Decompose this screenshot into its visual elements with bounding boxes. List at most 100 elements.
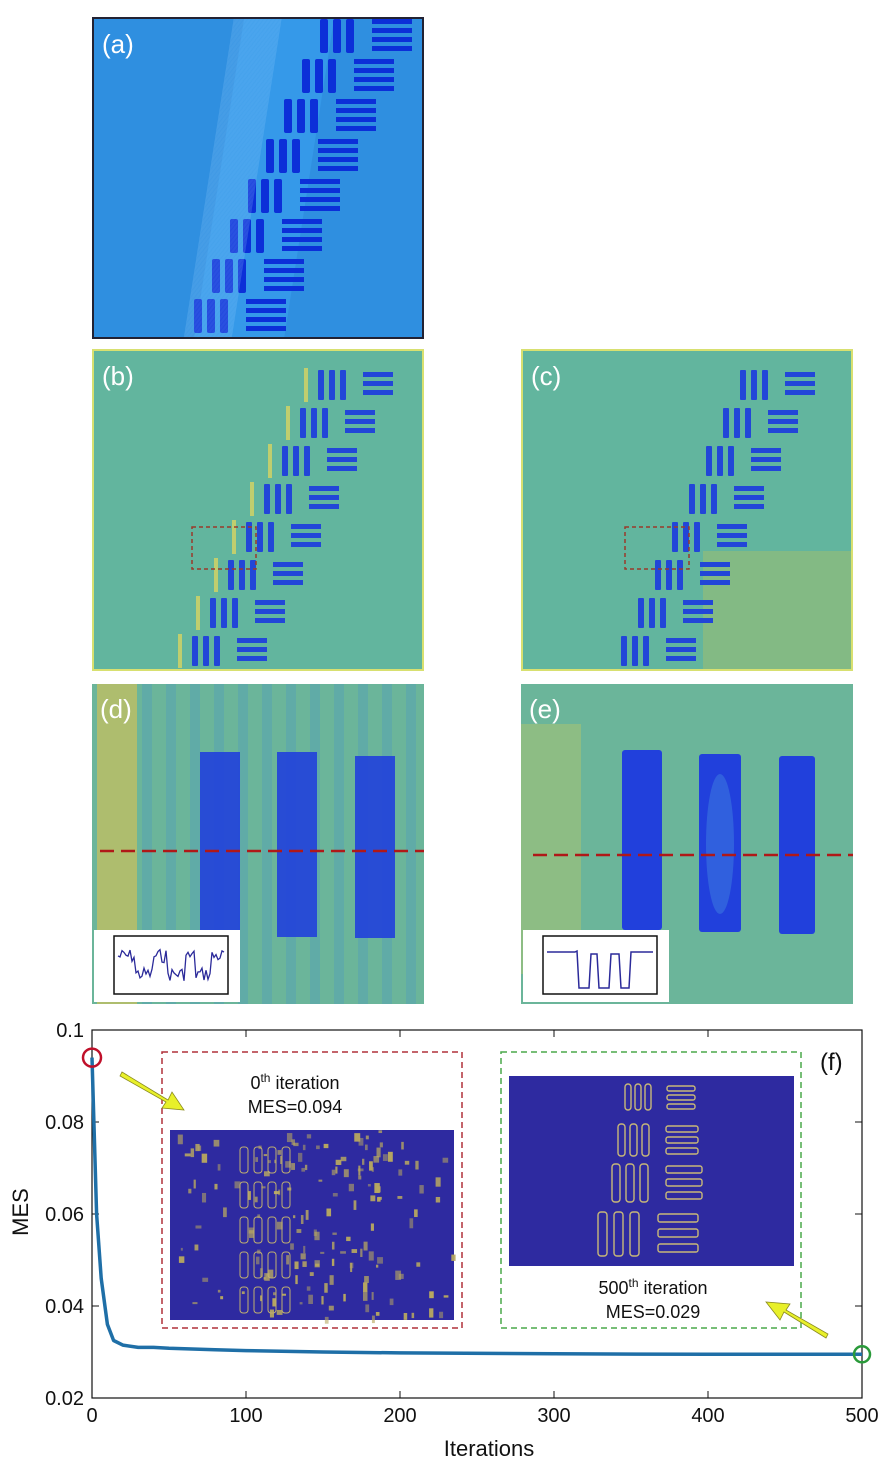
inset-0th-iteration-outline xyxy=(267,1181,277,1209)
panel-a-horizontal-bar xyxy=(354,59,394,64)
inset-0th-iteration-noise xyxy=(348,1183,355,1192)
y-tick-label: 0.1 xyxy=(56,1020,84,1042)
inset-0th-iteration-noise xyxy=(193,1179,196,1189)
panel-a-fringe xyxy=(196,19,247,337)
inset-0th-iteration-noise xyxy=(375,1311,380,1316)
panel-a-band xyxy=(194,19,334,337)
svg-b-horizontal-bar xyxy=(327,457,357,462)
y-tick-label: 0.06 xyxy=(45,1204,84,1226)
svg-c-vertical-bar xyxy=(683,522,689,552)
svg-b-vertical-bar xyxy=(300,408,306,438)
panel-a-fringe xyxy=(198,19,249,337)
inset-0th-iteration-noise xyxy=(281,1293,286,1296)
svg-c-vertical-bar xyxy=(638,598,644,628)
svg-b-vertical-bar xyxy=(228,560,234,590)
svg-b-vertical-bar xyxy=(293,446,299,476)
svg-c-horizontal-bar xyxy=(683,600,713,605)
inset-500th-iteration-vertical-outline xyxy=(644,1083,652,1111)
svg-c-vertical-bar xyxy=(740,370,746,400)
svg-b-horizontal-bar xyxy=(363,381,393,386)
panel-f-chart: 0 100 200 300 400 500 0.02 0.04 0.06 0.08 0.1 0th … xyxy=(0,1012,887,1462)
panel-a-fringe xyxy=(190,19,241,337)
panel-a-horizontal-bar xyxy=(336,108,376,113)
panel-a-vertical-bar xyxy=(274,179,282,213)
inset-0th-iteration-noise xyxy=(295,1275,298,1285)
inset-0th-iteration-noise xyxy=(259,1268,263,1277)
inset-0th-iteration-noise xyxy=(268,1269,274,1278)
svg-c-vertical-bar xyxy=(677,560,683,590)
svg-b-fringe xyxy=(250,482,254,516)
inset-0th-iteration-noise xyxy=(300,1253,306,1260)
panel-e: (e) xyxy=(521,684,853,1004)
svg-c-horizontal-bar xyxy=(700,580,730,585)
panel-a-fringe xyxy=(200,19,252,337)
inset-0th-iteration-noise xyxy=(178,1256,185,1263)
panel-a-vertical-bar xyxy=(243,219,251,253)
panel-b: (b) xyxy=(92,349,424,671)
panel-d-bar xyxy=(200,752,240,937)
inset-0th-iteration-outline xyxy=(239,1286,249,1314)
svg-b-horizontal-bar xyxy=(291,542,321,547)
panel-a-fringe xyxy=(226,19,277,337)
inset-0th-iteration-noise xyxy=(269,1309,274,1318)
inset-0th-iteration-noise xyxy=(397,1196,403,1199)
svg-b-vertical-bar xyxy=(286,484,292,514)
inset-0th-iteration-noise xyxy=(293,1215,296,1219)
svg-b-vertical-bar xyxy=(214,636,220,666)
panel-a-fringe xyxy=(213,19,264,337)
inset-0th-iteration-noise xyxy=(378,1130,383,1134)
panel-a-fringe xyxy=(211,19,262,337)
inset-0th-iteration-noise xyxy=(411,1312,415,1319)
inset-0th-iteration-noise xyxy=(180,1247,183,1251)
inset-0th-iteration-noise xyxy=(299,1302,303,1305)
inset-0th-iteration-noise xyxy=(358,1175,362,1180)
svg-c-vertical-bar xyxy=(632,636,638,666)
svg-b-vertical-bar xyxy=(203,636,209,666)
inset-0th-iteration-noise xyxy=(443,1295,449,1298)
panel-a-horizontal-bar xyxy=(264,286,304,291)
inset-0th-iteration-noise xyxy=(290,1243,294,1250)
panel-a-fringe xyxy=(220,19,271,337)
inset-0th-iteration-noise xyxy=(371,1292,374,1300)
panel-e-profile-plot xyxy=(542,935,658,995)
inset-0th-iteration-noise xyxy=(415,1160,419,1170)
svg-c-warm-tint xyxy=(703,551,851,669)
panel-a-horizontal-bar xyxy=(318,148,358,153)
inset-0th-iteration-noise xyxy=(351,1249,358,1253)
panel-a-horizontal-bar xyxy=(300,188,340,193)
panel-a-fringe xyxy=(197,19,248,337)
svg-c-horizontal-bar xyxy=(768,428,798,433)
svg-c-vertical-bar xyxy=(734,408,740,438)
svg-b-vertical-bar xyxy=(275,484,281,514)
svg-b-horizontal-bar xyxy=(273,580,303,585)
svg-c-horizontal-bar xyxy=(700,571,730,576)
panel-d-fringe xyxy=(262,684,272,1004)
inset-0th-iteration-noise xyxy=(340,1156,347,1162)
panel-a-fringe xyxy=(212,19,264,337)
svg-c-horizontal-bar xyxy=(785,390,815,395)
panel-d-fringe xyxy=(406,684,416,1004)
inset-0th-iteration-noise xyxy=(276,1221,283,1230)
inset-0th-iteration-noise xyxy=(217,1289,221,1293)
panel-a-fringe xyxy=(184,19,236,337)
inset-0th-iteration-noise xyxy=(296,1229,302,1233)
panel-a-horizontal-bar xyxy=(264,268,304,273)
inset-0th-iteration-outline xyxy=(267,1216,277,1244)
panel-a-label: (a) xyxy=(102,29,134,59)
svg-b-vertical-bar xyxy=(264,484,270,514)
panel-a-fringe xyxy=(185,19,236,337)
inset-0th-iteration-outline xyxy=(281,1286,291,1314)
panel-f-label: (f) xyxy=(820,1049,843,1076)
panel-a-horizontal-bar xyxy=(282,228,322,233)
panel-a-vertical-bar xyxy=(284,99,292,133)
inset-0th-iteration-noise xyxy=(272,1298,277,1307)
end-marker xyxy=(852,1345,872,1364)
inset-0th-iteration-outline xyxy=(253,1286,263,1314)
x-tick-label: 0 xyxy=(86,1405,97,1427)
panel-a-vertical-bar xyxy=(328,59,336,93)
svg-c-horizontal-bar xyxy=(734,495,764,500)
inset-0th-iteration-noise xyxy=(306,1134,312,1139)
panel-a-fringe xyxy=(212,19,263,337)
svg-b-horizontal-bar xyxy=(255,618,285,623)
inset-0th-iteration-outline xyxy=(281,1251,291,1279)
